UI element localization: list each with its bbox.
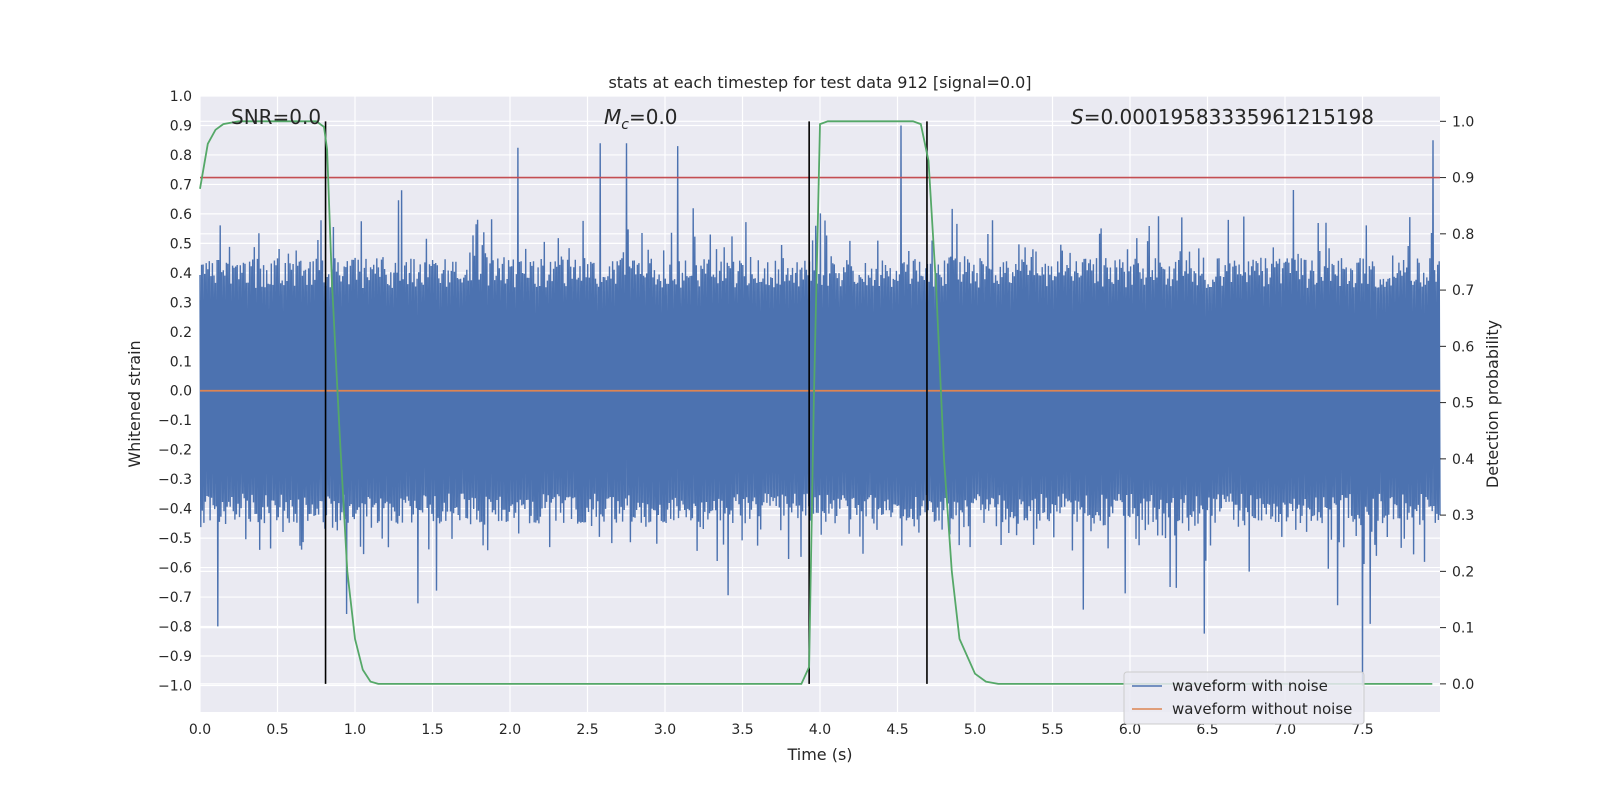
y-tick-label: 0.5 [170, 236, 192, 252]
x-axis-label: Time (s) [786, 745, 852, 764]
legend: waveform with noise waveform without noi… [1123, 671, 1365, 725]
s-annotation: S=0.00019583335961215198 [1071, 105, 1374, 129]
y-tick-label: 1.0 [170, 89, 192, 105]
y-tick-label: −0.1 [158, 413, 192, 429]
y-tick-label: 0.7 [170, 177, 192, 193]
s-symbol: S [1071, 105, 1084, 129]
x-tick-label: 2.0 [499, 722, 521, 738]
y-tick-label: 0.1 [170, 354, 192, 370]
y-tick-label: −0.4 [158, 502, 192, 518]
y-tick-label: −0.7 [158, 590, 192, 606]
y2-tick-label: 0.9 [1452, 171, 1474, 187]
y-tick-label: −0.3 [158, 472, 192, 488]
x-tick-label: 5.5 [1041, 722, 1063, 738]
mc-annotation: Mc=0.0 [604, 105, 678, 133]
y2-tick-label: 0.0 [1452, 677, 1474, 693]
legend-label-noise: waveform with noise [1172, 677, 1328, 695]
x-tick-label: 1.5 [421, 722, 443, 738]
y-tick-label: 0.0 [170, 384, 192, 400]
x-tick-label: 3.5 [731, 722, 753, 738]
x-tick-label: 4.5 [886, 722, 908, 738]
y-tick-label: −1.0 [158, 678, 192, 694]
y2-tick-label: 1.0 [1452, 114, 1474, 130]
axis-ticks: 0.0 0.5 1.0 1.5 2.0 2.5 3.0 3.5 4.0 4.5 5.0 5.5 6.0 6… [158, 89, 1474, 738]
y-tick-label: 0.4 [170, 266, 192, 282]
y2-tick-label: 0.5 [1452, 396, 1474, 412]
y-axis-label: Whitened strain [125, 340, 144, 467]
y2-axis-label: Detection probability [1483, 320, 1502, 488]
y-tick-label: −0.9 [158, 649, 192, 665]
y-tick-label: 0.9 [170, 118, 192, 134]
y-tick-label: 0.3 [170, 295, 192, 311]
y2-tick-label: 0.2 [1452, 564, 1474, 580]
y2-tick-label: 0.7 [1452, 283, 1474, 299]
y2-tick-label: 0.4 [1452, 452, 1474, 468]
s-value: =0.00019583335961215198 [1084, 105, 1374, 129]
chart-title: stats at each timestep for test data 912… [608, 73, 1031, 92]
y-tick-label: −0.8 [158, 620, 192, 636]
y2-tick-label: 0.1 [1452, 621, 1474, 637]
y-tick-label: 0.2 [170, 325, 192, 341]
overlay-lines [199, 120, 1440, 685]
x-tick-label: 1.0 [344, 722, 366, 738]
waveform-with-noise-line [199, 125, 1441, 686]
x-tick-label: 2.5 [576, 722, 598, 738]
x-tick-label: 5.0 [964, 722, 986, 738]
mc-value: =0.0 [629, 105, 678, 129]
mc-subscript: c [621, 117, 629, 133]
x-tick-label: 3.0 [654, 722, 676, 738]
y-tick-label: −0.5 [158, 531, 192, 547]
x-tick-label: 7.5 [1351, 722, 1373, 738]
y-tick-label: −0.2 [158, 443, 192, 459]
x-tick-label: 4.0 [809, 722, 831, 738]
y2-tick-label: 0.6 [1452, 339, 1474, 355]
y-tick-label: −0.6 [158, 561, 192, 577]
legend-label-clean: waveform without noise [1172, 700, 1352, 718]
x-tick-label: 0.0 [189, 722, 211, 738]
y2-tick-label: 0.3 [1452, 508, 1474, 524]
waveform-with-noise-series [199, 125, 1441, 686]
y-tick-label: 0.6 [170, 207, 192, 223]
x-tick-label: 6.0 [1119, 722, 1141, 738]
x-tick-label: 0.5 [266, 722, 288, 738]
detection-probability-line [199, 120, 1433, 685]
y-tick-label: 0.8 [170, 148, 192, 164]
x-tick-label: 7.0 [1274, 722, 1296, 738]
y2-tick-label: 0.8 [1452, 227, 1474, 243]
x-tick-label: 6.5 [1196, 722, 1218, 738]
mc-symbol: M [604, 105, 621, 129]
legend-box [1123, 671, 1365, 725]
snr-annotation: SNR=0.0 [231, 105, 321, 129]
